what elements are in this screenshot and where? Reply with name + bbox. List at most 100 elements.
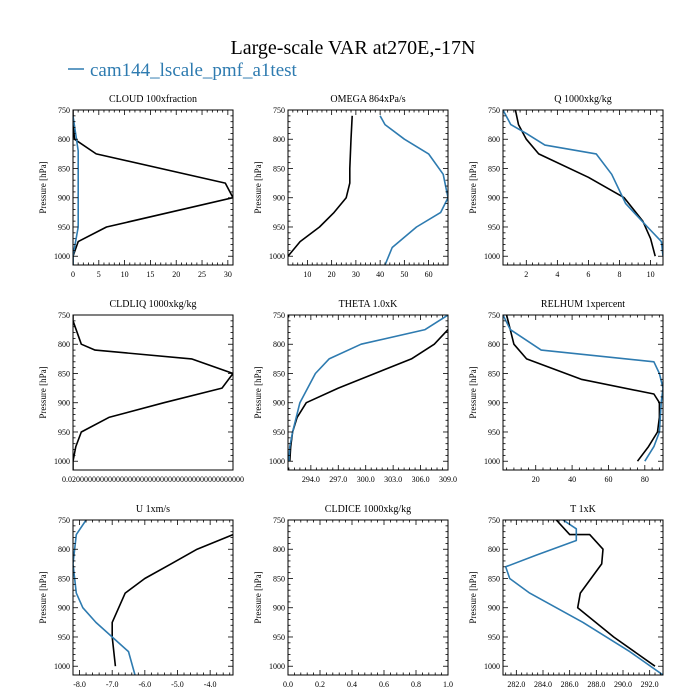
plot-frame xyxy=(287,109,449,266)
x-tick-label: 10 xyxy=(303,270,311,279)
y-tick-label: 850 xyxy=(58,164,70,173)
panel-7: U 1xm/s Pressure [hPa] 750 800 850 900 950 1000… xyxy=(38,504,234,689)
x-tick-label: -7.0 xyxy=(106,680,119,689)
y-tick-label: 950 xyxy=(273,428,285,437)
x-tick-label: 0.2 xyxy=(315,680,325,689)
panel-grid: CLOUD 100xfraction Pressure [hPa] 750 800 85… xyxy=(38,94,664,689)
x-tick-label: 0 xyxy=(71,270,75,279)
x-tick-label: 10 xyxy=(647,270,655,279)
panel-title: OMEGA 864xPa/s xyxy=(330,94,405,105)
blue-series-line xyxy=(503,315,663,462)
y-tick-label: 1000 xyxy=(484,457,500,466)
y-axis-label: Pressure [hPa] xyxy=(38,366,48,418)
x-tick-label: 284.0 xyxy=(534,680,552,689)
y-axis-label: Pressure [hPa] xyxy=(38,571,48,623)
black-series-line xyxy=(505,315,661,462)
x-tick-label: 0.02000000000000000000000000000000000000… xyxy=(62,475,244,484)
legend: cam144_lscale_pmf_a1test xyxy=(68,60,298,81)
plot-frame xyxy=(287,519,449,676)
x-tick-label: 0.8 xyxy=(411,680,421,689)
x-tick-label: 303.0 xyxy=(384,475,402,484)
x-tick-label: -8.0 xyxy=(73,680,86,689)
panel-1: CLOUD 100xfraction Pressure [hPa] 750 800 85… xyxy=(38,94,234,279)
y-tick-label: 800 xyxy=(58,545,70,554)
y-axis-label: Pressure [hPa] xyxy=(38,161,48,213)
y-tick-label: 1000 xyxy=(269,662,285,671)
x-tick-label: 20 xyxy=(532,475,540,484)
plot-frame xyxy=(72,519,234,676)
y-tick-label: 950 xyxy=(58,223,70,232)
y-tick-label: 750 xyxy=(58,311,70,320)
y-axis-label: Pressure [hPa] xyxy=(468,161,478,213)
x-tick-label: 5 xyxy=(97,270,101,279)
y-tick-label: 900 xyxy=(58,194,70,203)
y-axis-label: Pressure [hPa] xyxy=(468,366,478,418)
y-tick-label: 750 xyxy=(273,516,285,525)
black-series-line xyxy=(73,315,233,470)
x-tick-label: 40 xyxy=(376,270,384,279)
x-tick-label: 20 xyxy=(172,270,180,279)
y-tick-label: 1000 xyxy=(54,457,70,466)
y-tick-label: 750 xyxy=(488,311,500,320)
plot-frame xyxy=(502,314,664,471)
y-axis-label: Pressure [hPa] xyxy=(468,571,478,623)
y-tick-label: 800 xyxy=(488,545,500,554)
y-tick-label: 950 xyxy=(273,633,285,642)
panel-title: CLDLIQ 1000xkg/kg xyxy=(110,299,197,310)
black-series-line xyxy=(73,110,233,265)
blue-series-line xyxy=(379,115,448,265)
y-tick-label: 850 xyxy=(58,369,70,378)
panel-2: OMEGA 864xPa/s Pressure [hPa] 750 800 850 900… xyxy=(253,94,449,279)
y-tick-label: 850 xyxy=(58,574,70,583)
x-tick-label: 40 xyxy=(568,475,576,484)
y-tick-label: 850 xyxy=(488,574,500,583)
y-tick-label: 850 xyxy=(273,369,285,378)
blue-series-line xyxy=(504,520,663,675)
y-tick-label: 800 xyxy=(273,545,285,554)
x-tick-label: 20 xyxy=(328,270,336,279)
blue-series-line xyxy=(288,315,448,462)
plot-frame xyxy=(502,519,664,676)
x-tick-label: 286.0 xyxy=(561,680,579,689)
x-tick-label: 30 xyxy=(352,270,360,279)
y-tick-label: 900 xyxy=(273,399,285,408)
x-tick-label: -5.0 xyxy=(171,680,184,689)
plot-frame xyxy=(72,109,234,266)
y-tick-label: 900 xyxy=(58,399,70,408)
y-tick-label: 950 xyxy=(488,428,500,437)
y-tick-label: 900 xyxy=(488,399,500,408)
y-tick-label: 900 xyxy=(273,604,285,613)
panel-8: CLDICE 1000xkg/kg Pressure [hPa] 750 800 850… xyxy=(253,504,453,689)
x-tick-label: 300.0 xyxy=(357,475,375,484)
y-axis-label: Pressure [hPa] xyxy=(253,571,263,623)
y-tick-label: 1000 xyxy=(484,252,500,261)
x-tick-label: 4 xyxy=(555,270,559,279)
y-axis-label: Pressure [hPa] xyxy=(253,366,263,418)
y-tick-label: 800 xyxy=(488,135,500,144)
panel-title: CLOUD 100xfraction xyxy=(109,94,197,105)
y-tick-label: 750 xyxy=(58,516,70,525)
legend-label: cam144_lscale_pmf_a1test xyxy=(90,60,298,81)
x-tick-label: -4.0 xyxy=(204,680,217,689)
x-tick-label: 2 xyxy=(524,270,528,279)
x-tick-label: 297.0 xyxy=(329,475,347,484)
y-tick-label: 900 xyxy=(58,604,70,613)
y-tick-label: 1000 xyxy=(269,457,285,466)
panel-title: U 1xm/s xyxy=(136,504,170,515)
y-tick-label: 1000 xyxy=(54,252,70,261)
x-tick-label: 50 xyxy=(400,270,408,279)
x-tick-label: 15 xyxy=(146,270,154,279)
panel-3: Q 1000xkg/kg Pressure [hPa] 750 800 850 900 95… xyxy=(468,94,664,279)
x-tick-label: 290.0 xyxy=(614,680,632,689)
chart-title: Large-scale VAR at270E,-17N xyxy=(231,37,476,59)
x-tick-label: 0.0 xyxy=(283,680,293,689)
x-tick-label: 1.0 xyxy=(443,680,453,689)
y-axis-label: Pressure [hPa] xyxy=(253,161,263,213)
x-tick-label: 6 xyxy=(586,270,590,279)
y-tick-label: 1000 xyxy=(269,252,285,261)
y-tick-label: 950 xyxy=(488,633,500,642)
panel-title: THETA 1.0xK xyxy=(339,299,398,310)
black-series-line xyxy=(289,329,448,462)
x-tick-label: 30 xyxy=(224,270,232,279)
